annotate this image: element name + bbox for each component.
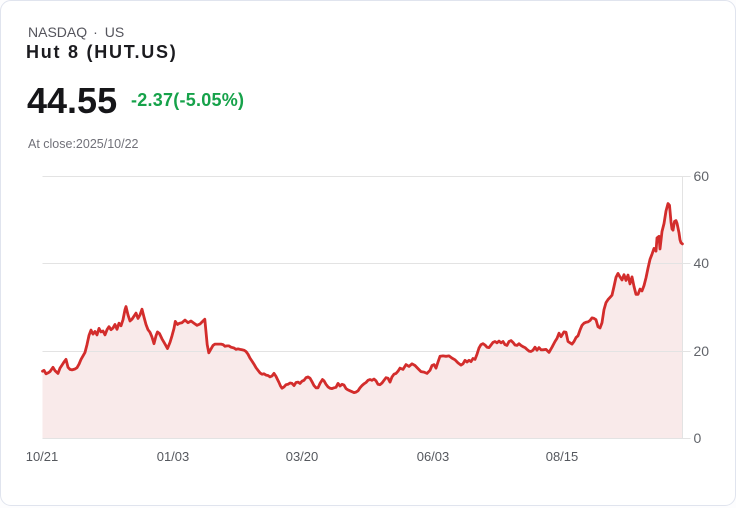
- svg-text:01/03: 01/03: [157, 449, 190, 464]
- svg-text:06/03: 06/03: [417, 449, 450, 464]
- svg-text:40: 40: [694, 255, 710, 271]
- svg-text:60: 60: [694, 168, 710, 184]
- svg-text:10/21: 10/21: [26, 449, 59, 464]
- svg-text:03/20: 03/20: [286, 449, 319, 464]
- svg-text:08/15: 08/15: [546, 449, 579, 464]
- svg-text:20: 20: [694, 343, 710, 359]
- svg-text:0: 0: [694, 430, 702, 446]
